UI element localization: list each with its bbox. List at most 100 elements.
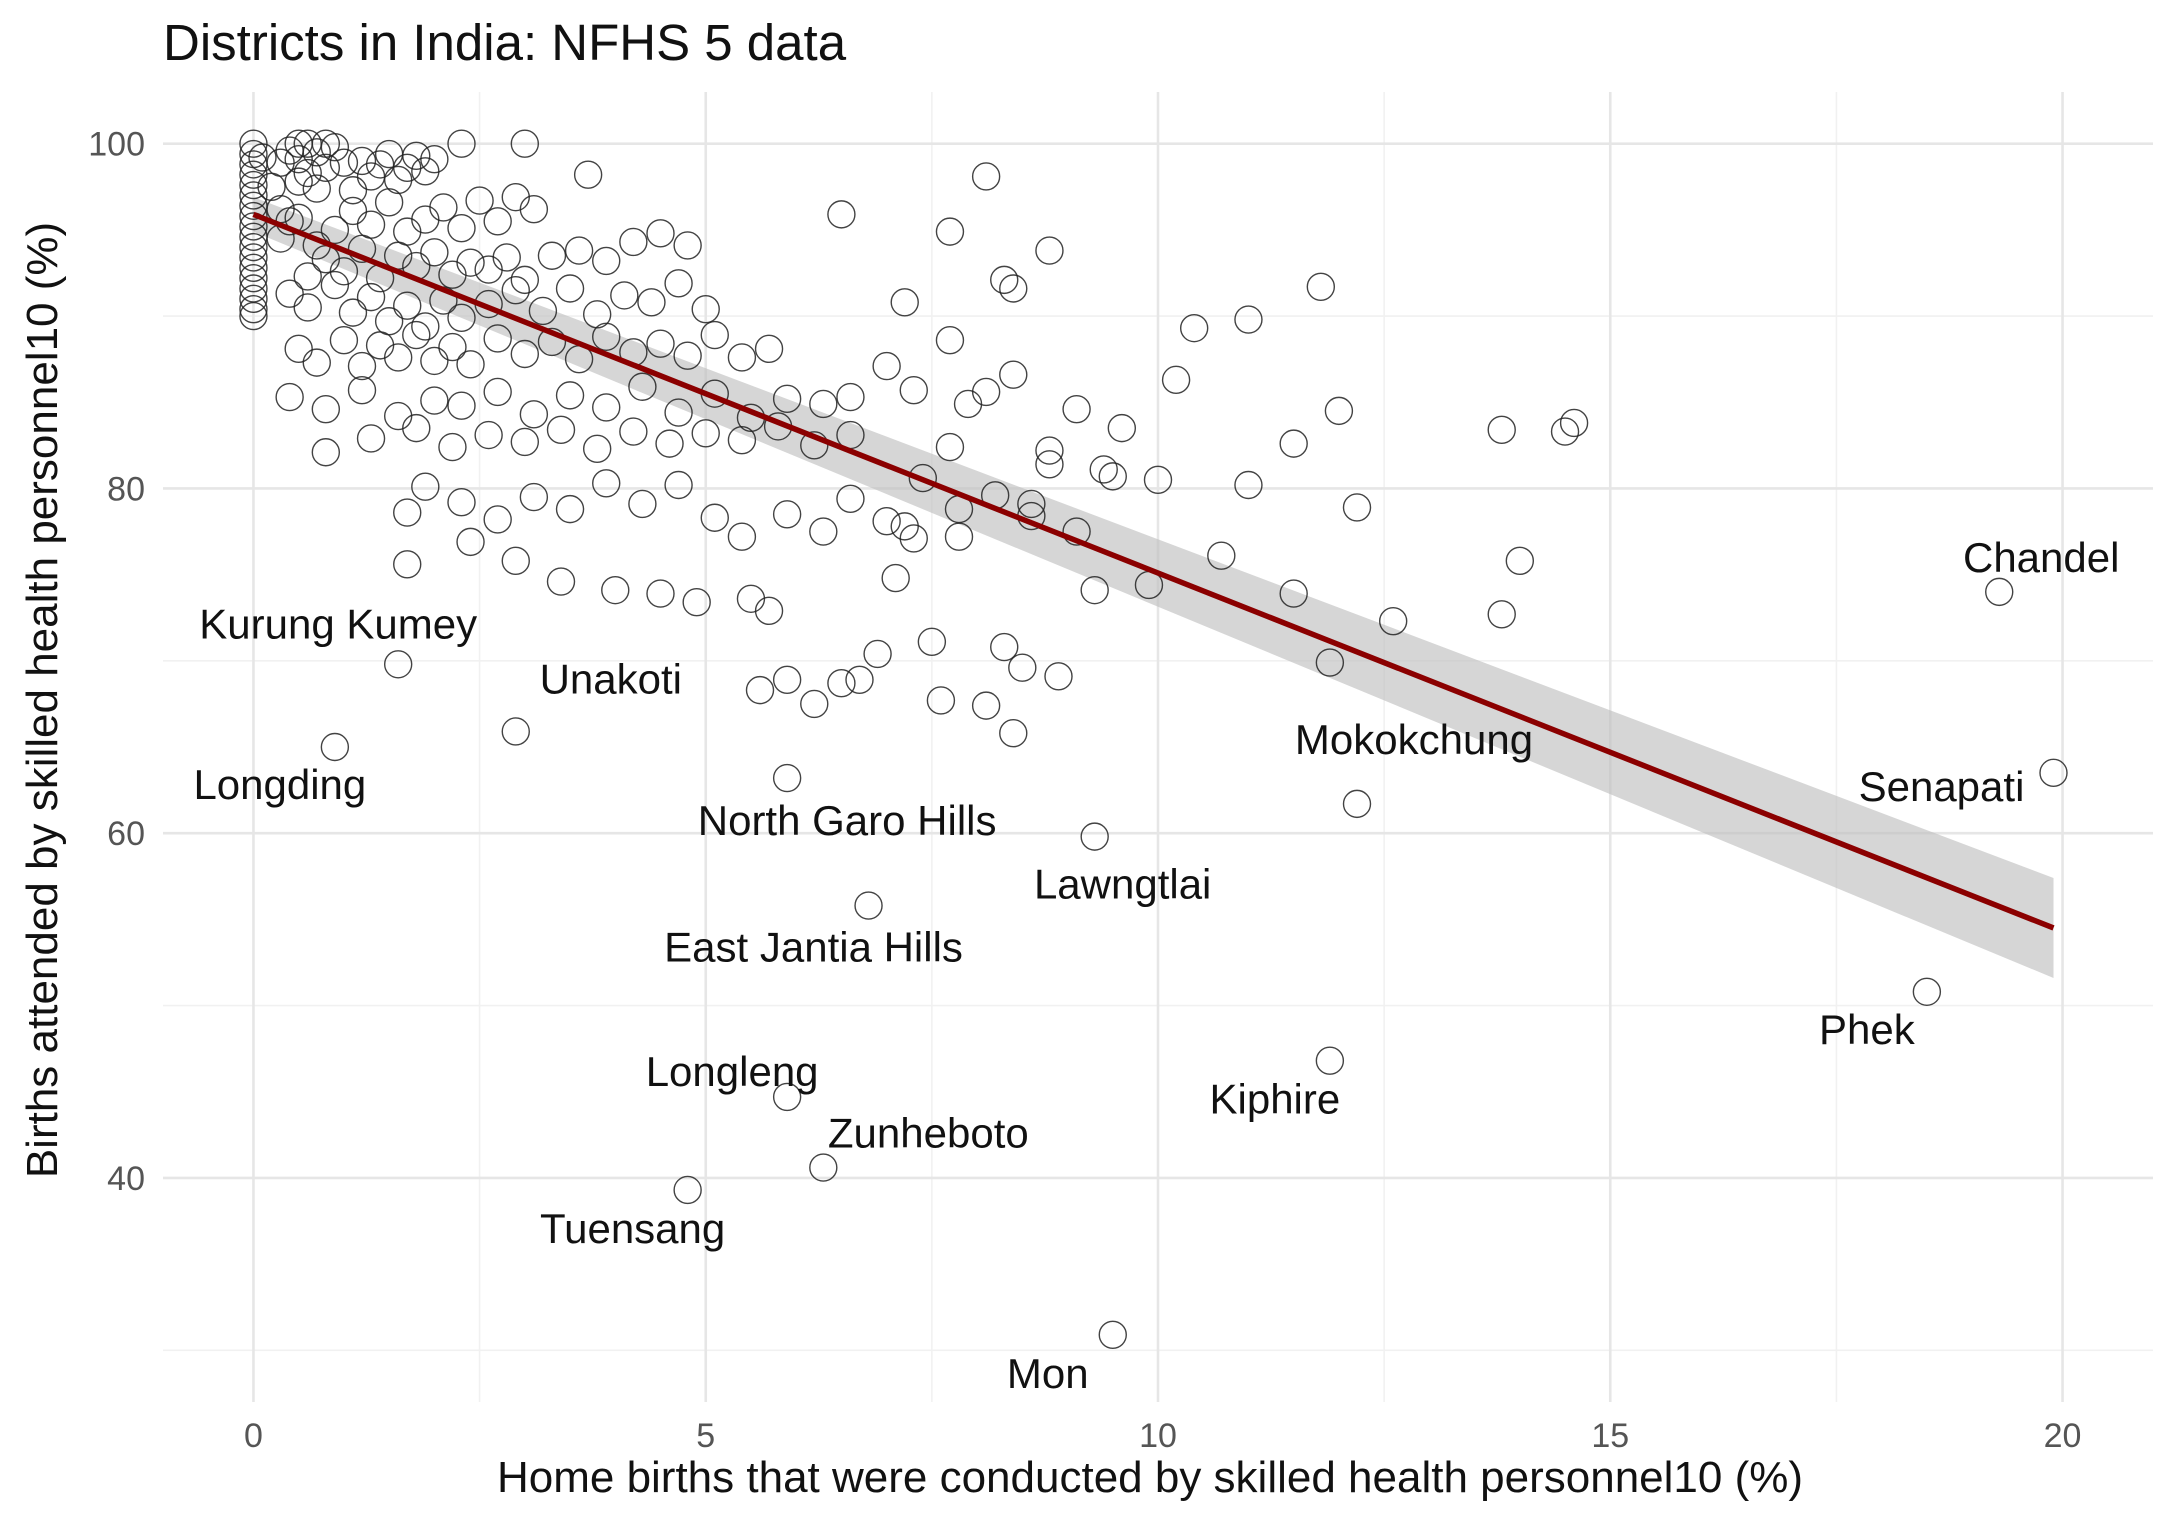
data-point (971, 691, 1001, 720)
data-point (402, 320, 431, 350)
data-point (320, 270, 350, 300)
data-point (619, 417, 648, 446)
data-point (402, 413, 431, 443)
x-tick-label: 20 (2044, 1417, 2082, 1455)
data-point (546, 567, 576, 596)
data-point (347, 375, 377, 405)
data-point (664, 470, 693, 500)
data-point (999, 719, 1028, 748)
data-point (1179, 313, 1209, 343)
data-point (809, 389, 838, 419)
data-point (347, 146, 377, 176)
labeled-data-point (1315, 1046, 1345, 1075)
data-point (646, 329, 675, 358)
data-point (827, 200, 856, 229)
data-point (555, 381, 585, 410)
data-point (393, 498, 422, 527)
point-label: Senapati (1859, 763, 2025, 810)
data-point (809, 517, 838, 546)
data-point (673, 231, 702, 260)
chart-title: Districts in India: NFHS 5 data (163, 14, 847, 71)
labeled-data-point (2039, 758, 2068, 788)
x-tick-labels: 0 5 10 15 20 (244, 1417, 2081, 1455)
data-point (239, 284, 268, 314)
data-point (700, 320, 729, 350)
data-point (519, 482, 549, 512)
point-label: Unakoti (540, 655, 682, 702)
point-label: Mon (1007, 1350, 1089, 1397)
data-point (239, 232, 268, 262)
data-point (917, 627, 947, 657)
data-point (1279, 429, 1308, 458)
point-label: Lawngtlai (1034, 861, 1211, 908)
data-point (420, 346, 449, 376)
data-point (1234, 305, 1263, 334)
data-point (447, 213, 476, 243)
data-point (1098, 462, 1127, 491)
data-point (447, 488, 476, 517)
data-point (700, 503, 729, 532)
data-point (293, 262, 322, 291)
data-point (447, 391, 476, 420)
y-tick-label: 80 (107, 470, 145, 508)
data-point (1062, 394, 1091, 424)
data-point (582, 300, 612, 329)
data-point (592, 246, 621, 276)
data-point (682, 588, 711, 617)
data-point (546, 415, 576, 445)
data-point (501, 546, 530, 576)
data-point (528, 296, 558, 326)
data-point (664, 269, 693, 298)
point-label: Zunheboto (828, 1110, 1029, 1157)
data-point (329, 148, 359, 177)
labeled-data-point (1342, 789, 1372, 819)
data-point (411, 157, 440, 186)
data-point (356, 424, 386, 453)
data-point (555, 494, 585, 524)
data-point (872, 351, 901, 381)
point-label: East Jantia Hills (664, 924, 963, 971)
data-point (302, 348, 331, 377)
data-point (1035, 436, 1064, 465)
point-label: Tuensang (540, 1205, 725, 1252)
data-point (971, 162, 1001, 191)
y-tick-labels: 40 60 80 100 (88, 126, 145, 1198)
data-point (519, 400, 549, 429)
data-point (393, 291, 422, 320)
data-point (293, 158, 322, 188)
data-point (411, 312, 440, 341)
labeled-data-point (1098, 1320, 1127, 1349)
data-point (239, 170, 268, 200)
labeled-data-point (809, 1153, 838, 1182)
point-label: Kurung Kumey (199, 600, 477, 647)
data-point (420, 386, 449, 415)
data-point (564, 236, 594, 265)
y-tick-label: 100 (88, 126, 145, 164)
data-point (329, 257, 359, 286)
data-point (935, 326, 965, 355)
data-point (772, 500, 802, 529)
data-point (745, 675, 775, 705)
data-point (1550, 417, 1580, 446)
gridlines (163, 92, 2153, 1402)
point-label: Kiphire (1209, 1076, 1340, 1123)
data-point (1559, 408, 1589, 438)
point-label: Longding (193, 761, 366, 808)
data-point (275, 136, 304, 165)
data-point (1017, 489, 1046, 519)
data-point (311, 394, 341, 424)
data-point (438, 432, 467, 462)
data-point (429, 193, 458, 222)
data-point (239, 294, 268, 324)
point-label: North Garo Hills (698, 797, 997, 844)
data-point (800, 689, 829, 719)
y-tick-label: 40 (107, 1160, 145, 1198)
data-point (1306, 272, 1336, 301)
data-point (836, 484, 865, 513)
data-point (727, 425, 757, 455)
data-point (338, 176, 368, 205)
data-point (944, 522, 974, 551)
data-point (1487, 600, 1516, 629)
data-point (320, 215, 350, 245)
data-point (628, 372, 657, 401)
